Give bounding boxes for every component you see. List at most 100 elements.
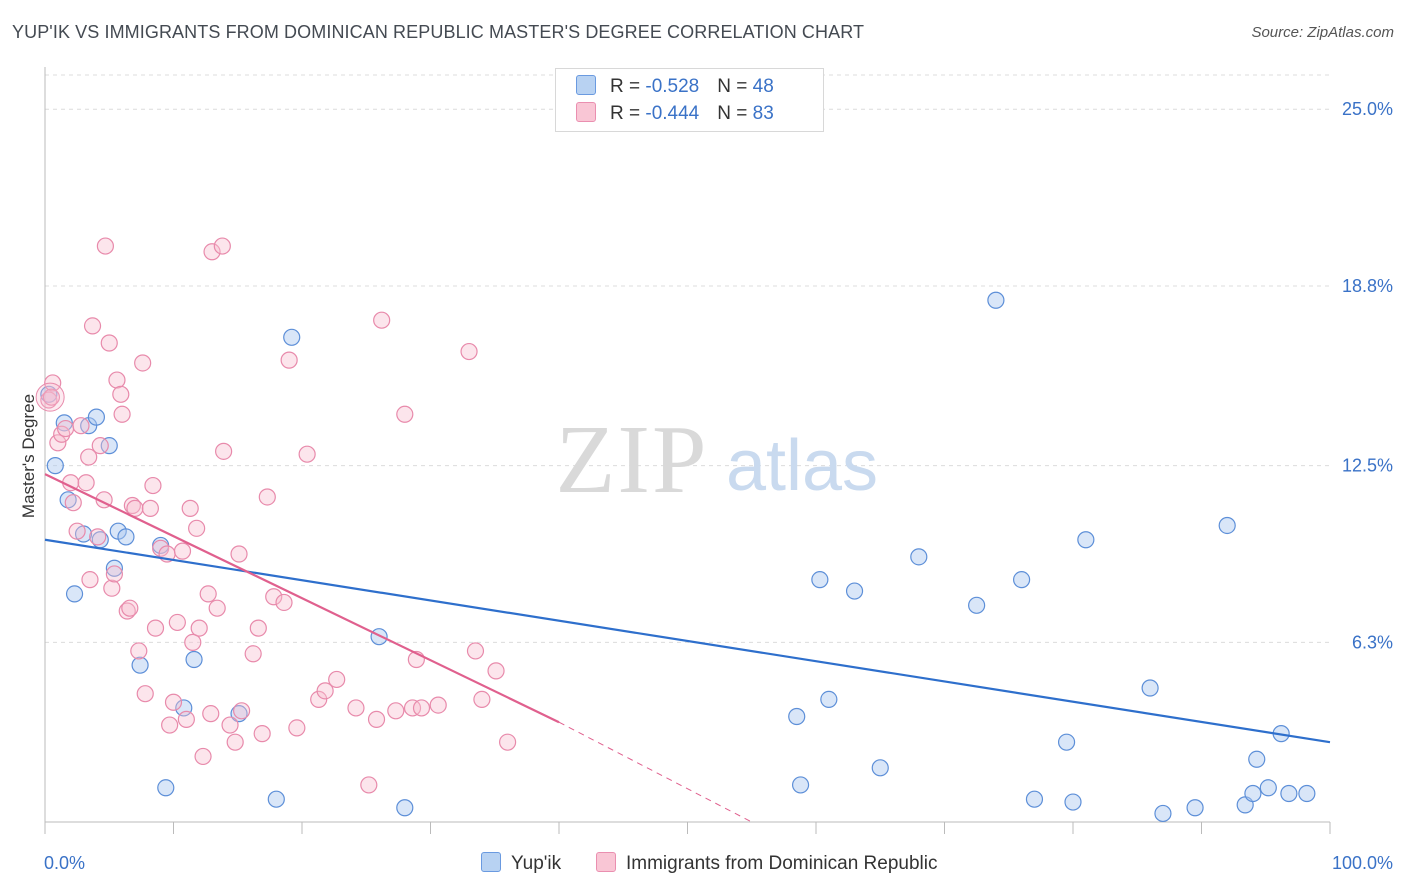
trend-lines	[44, 473, 1331, 823]
dominican-point	[347, 699, 365, 717]
dominican-point	[96, 237, 114, 255]
y-tick-label: 25.0%	[1342, 99, 1393, 119]
yupik-point	[811, 571, 829, 589]
yupik-point	[1248, 750, 1266, 768]
dominican-point	[77, 474, 95, 492]
dominican-point	[466, 642, 485, 660]
dominican-point	[373, 311, 391, 329]
axes: 6.3% 12.5% 18.8% 25.0% 0.0% 100.0%	[44, 67, 1393, 873]
yupik-point	[968, 596, 986, 614]
watermark: ZIP atlas	[556, 406, 879, 514]
yupik-point	[370, 628, 388, 646]
dominican-point	[253, 725, 271, 743]
bottom-legend-dominican: Immigrants from Dominican Republic	[596, 852, 938, 875]
yupik-point	[1280, 784, 1298, 803]
yupik-point	[820, 690, 838, 709]
dominican-point	[181, 499, 199, 517]
yupik-point	[283, 328, 301, 346]
dominican-point	[146, 619, 165, 637]
dominican-point	[112, 385, 130, 403]
yupik-point	[1057, 733, 1076, 751]
dominican-point	[134, 354, 152, 372]
dominican-point	[203, 243, 221, 261]
yupik-point	[65, 585, 84, 603]
legend-r-value: -0.444	[645, 103, 700, 124]
dominican-point	[310, 690, 328, 709]
dominican-point	[83, 317, 102, 335]
yupik-point	[131, 656, 149, 674]
dominican-point	[226, 733, 244, 751]
chart-title: YUP'IK VS IMMIGRANTS FROM DOMINICAN REPU…	[12, 22, 865, 42]
dominican-point	[105, 565, 123, 583]
dominican-point	[202, 705, 220, 723]
dominican-point	[499, 733, 517, 751]
dominican-point	[328, 670, 346, 689]
dominican-point	[64, 494, 82, 512]
yupik-point	[987, 291, 1005, 309]
source-label: Source: ZipAtlas.com	[1251, 24, 1394, 41]
dominican-point	[144, 476, 162, 495]
dominican-point	[91, 437, 109, 455]
dominican-point	[221, 716, 239, 734]
dominican-point	[136, 685, 154, 703]
dominican-point	[233, 702, 251, 720]
yupik-point	[100, 437, 118, 455]
dominican-point	[56, 419, 75, 438]
dominican-point	[298, 445, 316, 463]
dominican-point	[123, 496, 141, 515]
dominican-point	[396, 405, 414, 423]
legend-swatch-blue	[576, 75, 596, 95]
dominican-point	[473, 690, 491, 709]
yupik-point	[1012, 571, 1031, 589]
yupik-point	[1154, 804, 1172, 823]
bottom-legend-yupik: Yup'ik	[481, 852, 561, 875]
yupik-point	[396, 799, 414, 817]
dominican-point	[49, 434, 67, 452]
yupik-point	[1064, 793, 1082, 811]
dominican-trend-extension	[558, 721, 752, 823]
dominican-point	[412, 699, 431, 717]
yupik-point	[788, 707, 806, 726]
y-tick-label: 12.5%	[1342, 456, 1393, 476]
yupik-point	[105, 559, 123, 577]
yupik-point	[1218, 516, 1236, 535]
dominican-point	[360, 776, 378, 794]
y-axis-label: Master's Degree	[19, 394, 38, 518]
legend-r-label: R =	[610, 103, 646, 124]
legend-row-dominican: R = -0.444 N = 83	[576, 102, 774, 124]
yupik-trend-line	[44, 538, 1331, 744]
dominican-point	[230, 545, 248, 563]
yupik-point	[117, 528, 135, 546]
dominican-point	[173, 542, 192, 560]
dominican-point	[141, 499, 159, 517]
dominican-point	[249, 619, 267, 637]
dominican-trend-line	[44, 473, 560, 724]
yupik-point	[157, 779, 175, 797]
yupik-point	[59, 491, 77, 509]
dominican-point	[108, 371, 126, 389]
legend-swatch-pink	[576, 102, 596, 122]
yupik-point	[46, 457, 64, 475]
legend-row-yupik: R = -0.528 N = 48	[576, 75, 774, 97]
watermark-zip: ZIP	[556, 406, 709, 514]
dominican-point	[184, 633, 202, 651]
correlation-legend: R = -0.528 N = 48 R = -0.444 N = 83	[555, 68, 824, 132]
yupik-point	[267, 790, 285, 808]
legend-r-value: -0.528	[645, 76, 700, 97]
y-tick-label: 6.3%	[1352, 632, 1393, 652]
dominican-point	[118, 602, 136, 620]
dominican-point	[161, 716, 179, 734]
dominican-point	[42, 388, 61, 406]
dominican-point	[103, 579, 121, 597]
dominican-point	[113, 405, 131, 423]
bottom-legend-label: Yup'ik	[511, 853, 562, 874]
dominican-point	[130, 642, 148, 660]
dominican-point	[387, 702, 405, 720]
yupik-point	[845, 582, 864, 600]
dominican-point	[100, 334, 118, 352]
dominican-point	[121, 599, 139, 617]
dominican-point	[68, 522, 86, 540]
dominican-point	[275, 593, 293, 612]
dominican-point	[89, 528, 107, 546]
